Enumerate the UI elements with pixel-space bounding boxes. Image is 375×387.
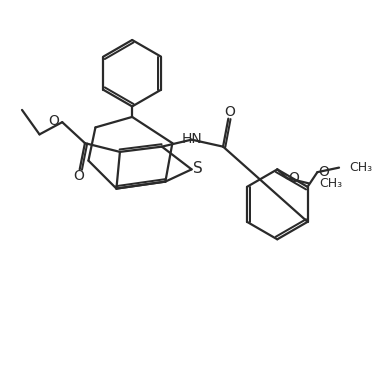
Text: O: O	[48, 114, 59, 128]
Text: HN: HN	[182, 132, 203, 146]
Text: O: O	[224, 105, 235, 119]
Text: O: O	[74, 169, 84, 183]
Text: O: O	[318, 165, 329, 179]
Text: CH₃: CH₃	[319, 177, 342, 190]
Text: O: O	[288, 171, 299, 185]
Text: CH₃: CH₃	[350, 161, 373, 174]
Text: S: S	[193, 161, 203, 176]
